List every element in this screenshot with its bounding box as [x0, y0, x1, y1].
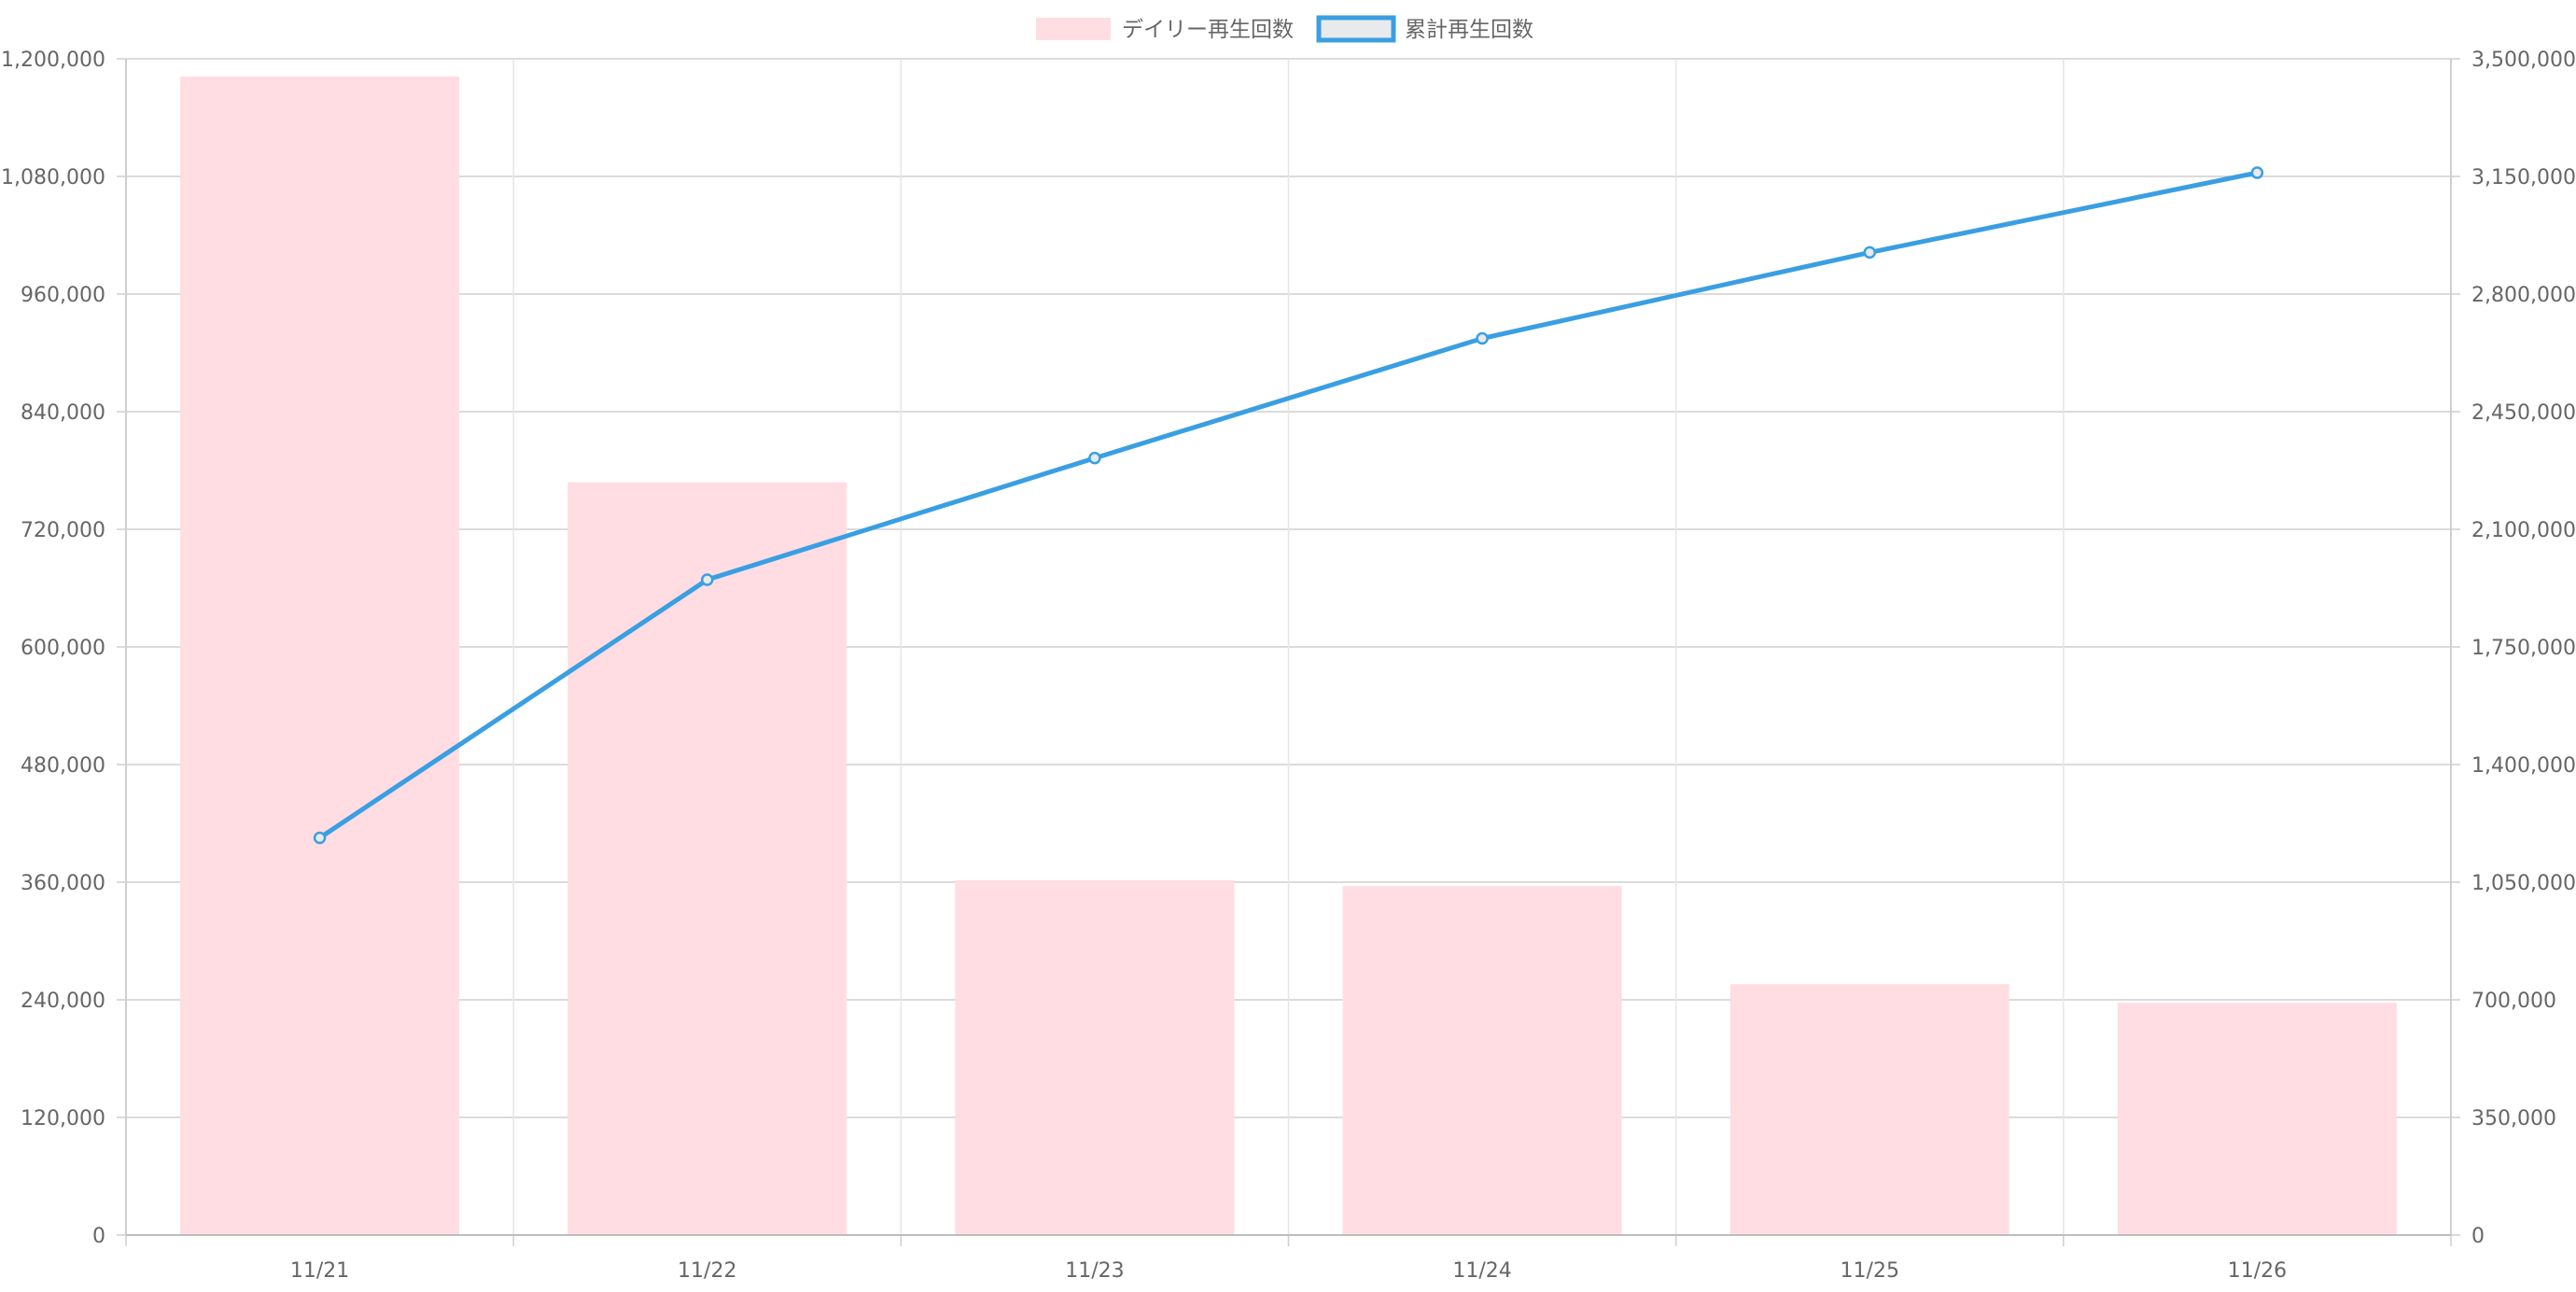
y-right-tick-label: 1,050,000 — [2471, 872, 2576, 895]
y-left-tick-label: 0 — [92, 1225, 105, 1248]
y-left-tick-label: 1,080,000 — [1, 166, 105, 190]
y-left-tick-label: 480,000 — [21, 754, 105, 778]
y-left-tick-label: 1,200,000 — [1, 49, 105, 72]
y-left-tick-label: 360,000 — [21, 872, 105, 895]
x-tick-label: 11/22 — [678, 1259, 736, 1283]
x-tick-label: 11/26 — [2228, 1259, 2287, 1283]
axes — [125, 59, 2452, 1236]
legend-swatch-daily — [1036, 18, 1111, 40]
y-left-tick-label: 120,000 — [21, 1107, 105, 1130]
y-left-tick-label: 840,000 — [21, 401, 105, 425]
daily-bar — [1342, 886, 1622, 1235]
y-left-tick-label: 960,000 — [21, 284, 105, 307]
tick-labels: 0 0 120,000 350,000 240,000 700,000 360,000 1,0… — [1, 49, 2576, 1283]
y-right-tick-label: 1,400,000 — [2471, 754, 2576, 778]
legend-item-daily[interactable]: デイリー再生回数 — [1036, 18, 1294, 42]
y-right-tick-label: 2,450,000 — [2471, 401, 2576, 425]
grid — [117, 58, 2460, 1246]
y-right-tick-label: 0 — [2471, 1225, 2485, 1248]
daily-bar — [955, 879, 1235, 1235]
cumulative-point — [1863, 246, 1876, 260]
y-right-tick-label: 350,000 — [2471, 1107, 2556, 1130]
legend-item-cumulative[interactable]: 累計再生回数 — [1316, 15, 1533, 43]
cumulative-point — [313, 831, 327, 845]
x-tick-label: 11/25 — [1841, 1259, 1899, 1283]
y-right-tick-label: 2,100,000 — [2471, 519, 2576, 542]
cumulative-point — [2250, 166, 2264, 179]
legend-swatch-cumulative — [1316, 15, 1396, 43]
legend[interactable]: デイリー再生回数 累計再生回数 — [1036, 15, 1533, 43]
cumulative-point — [1476, 331, 1489, 345]
y-right-tick-label: 1,750,000 — [2471, 637, 2576, 660]
y-left-tick-label: 600,000 — [21, 637, 105, 660]
y-right-tick-label: 700,000 — [2471, 990, 2556, 1013]
cumulative-point — [701, 573, 714, 586]
x-tick-label: 11/24 — [1452, 1259, 1511, 1283]
daily-bar — [567, 482, 847, 1235]
bars — [180, 76, 2397, 1235]
x-tick-label: 11/23 — [1065, 1259, 1124, 1283]
y-left-tick-label: 240,000 — [21, 990, 105, 1013]
y-left-tick-label: 720,000 — [21, 519, 105, 542]
legend-label-cumulative: 累計再生回数 — [1405, 18, 1533, 42]
y-right-tick-label: 2,800,000 — [2471, 284, 2576, 307]
daily-bar — [180, 76, 460, 1235]
daily-bar — [1729, 984, 2009, 1235]
y-right-tick-label: 3,500,000 — [2471, 49, 2576, 72]
legend-label-daily: デイリー再生回数 — [1122, 18, 1294, 42]
cumulative-point — [1088, 451, 1101, 465]
cumulative-line — [313, 166, 2264, 845]
cumulative-line-path — [318, 170, 2258, 840]
daily-bar — [2117, 1003, 2397, 1235]
x-tick-label: 11/21 — [290, 1259, 349, 1283]
y-right-tick-label: 3,150,000 — [2471, 166, 2576, 190]
